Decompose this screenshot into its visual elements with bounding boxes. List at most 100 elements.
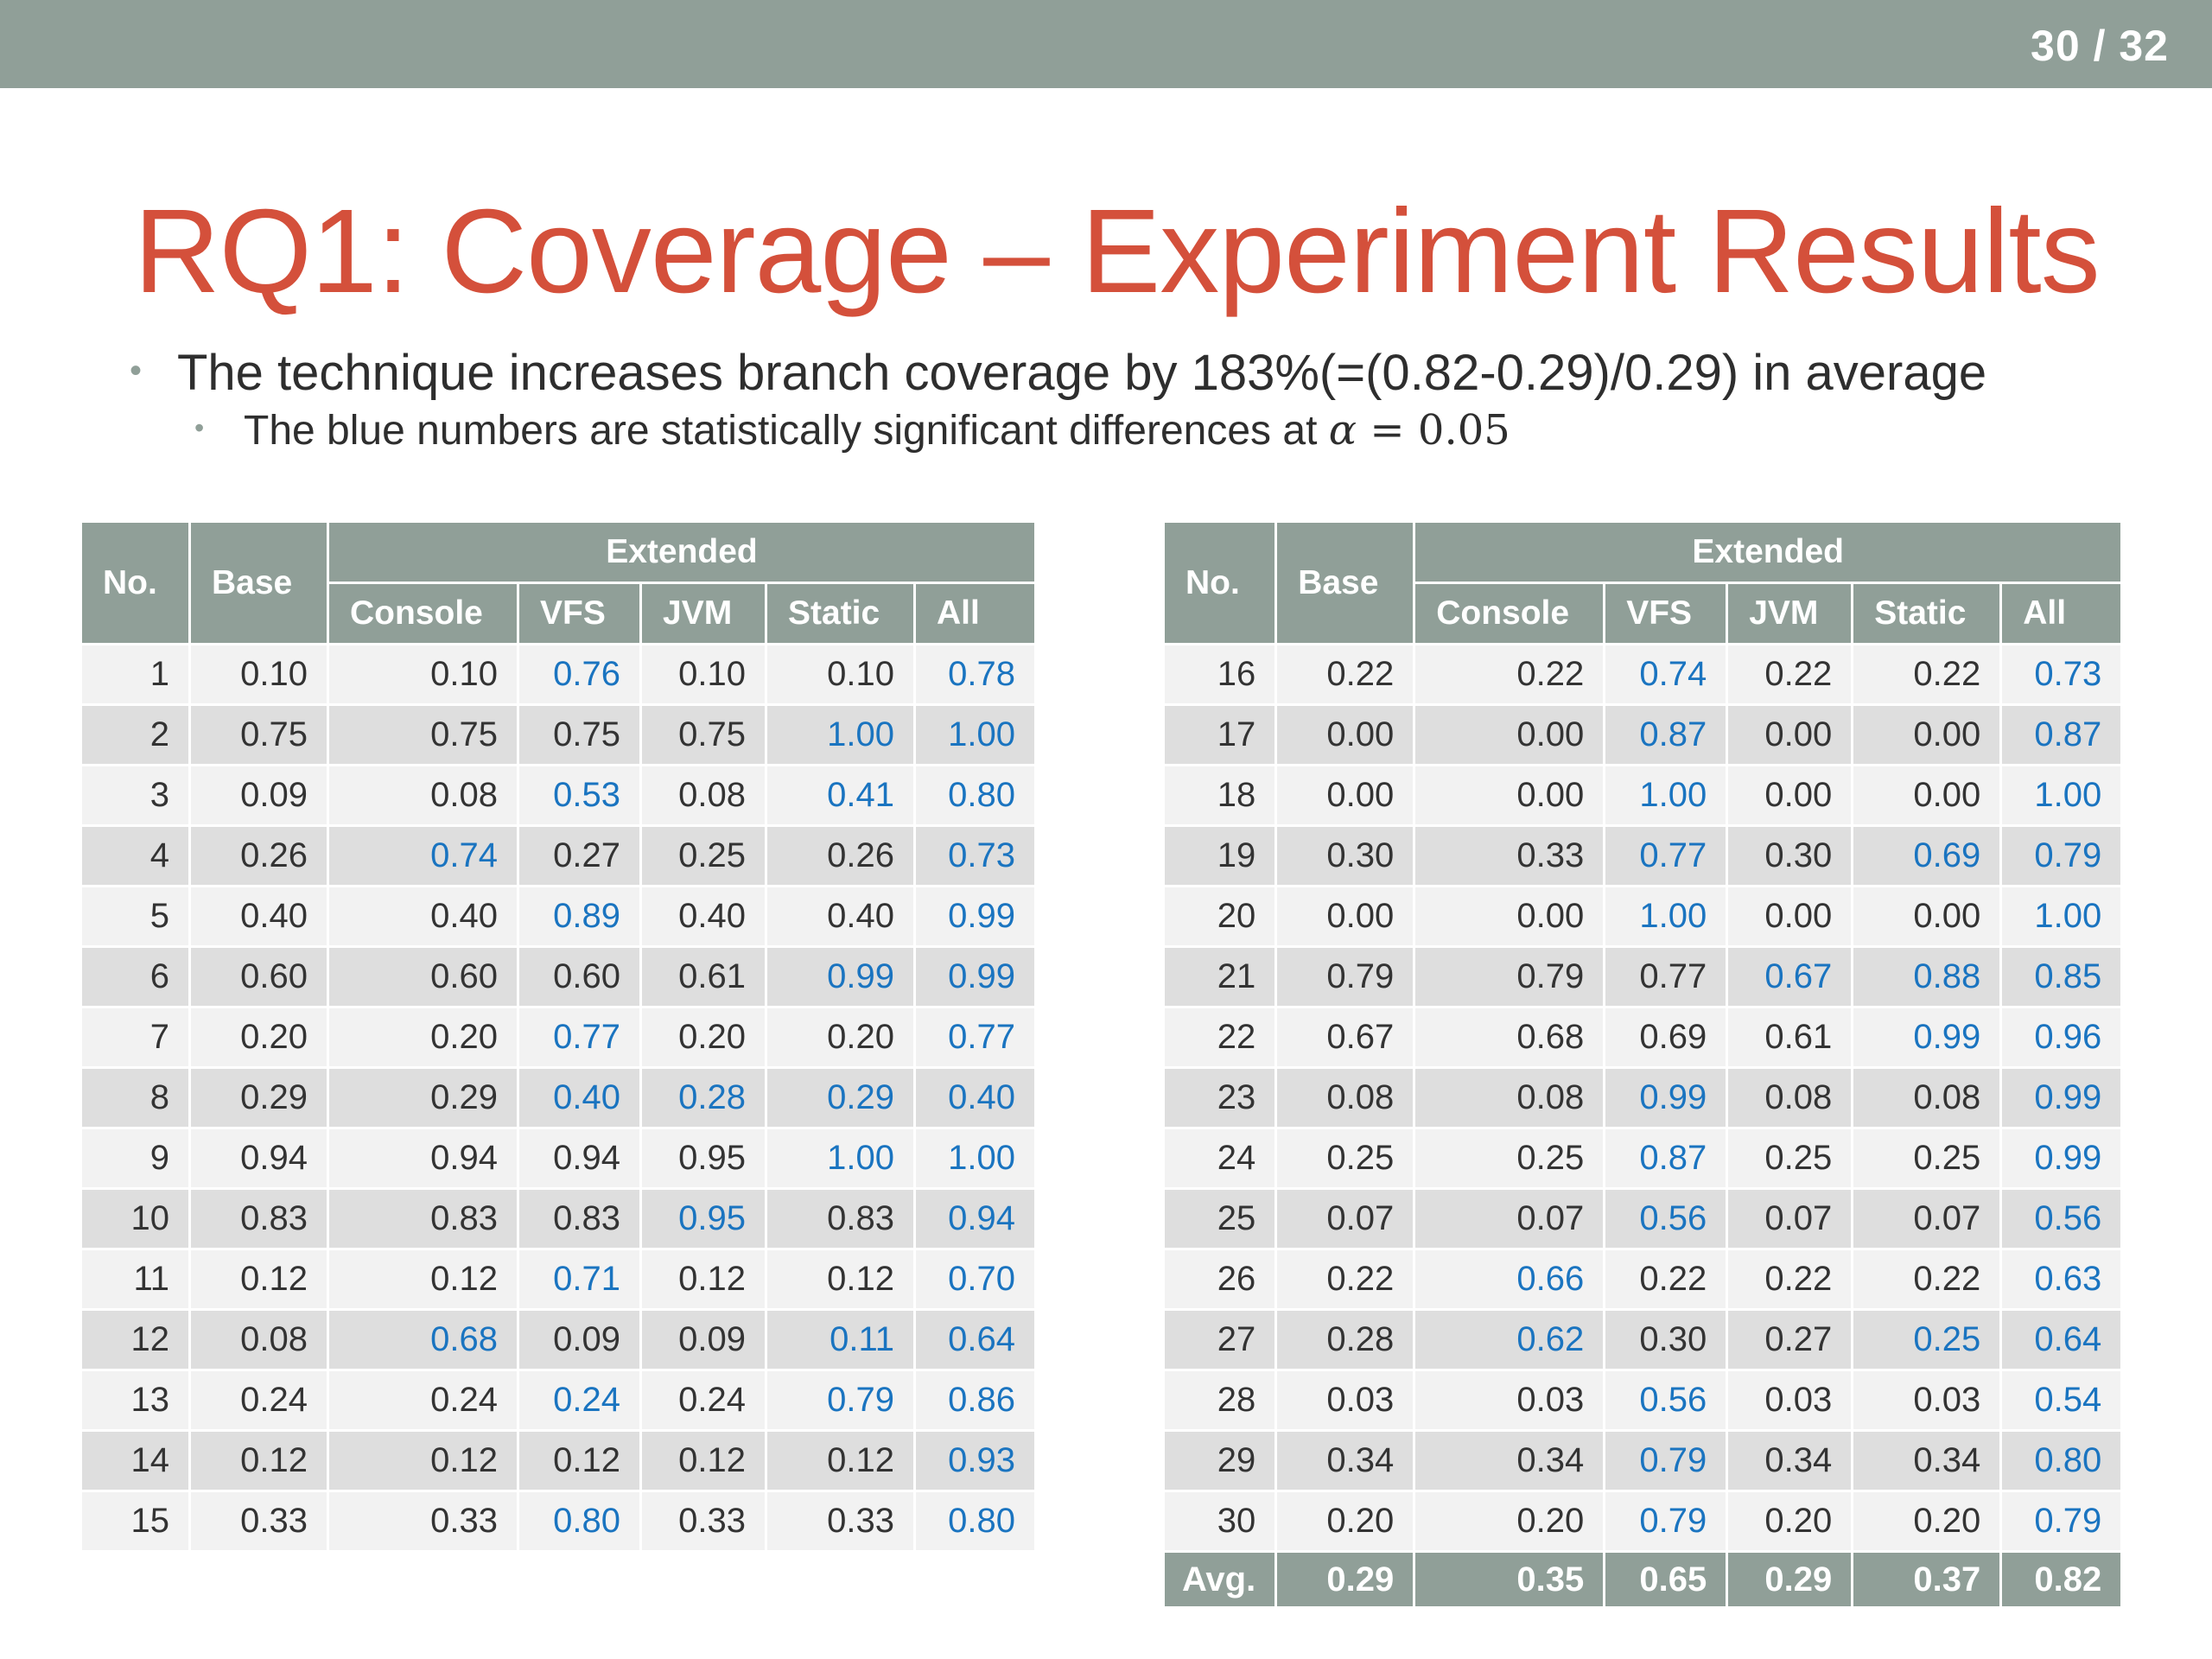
cell-console: 0.24: [327, 1369, 519, 1432]
col-header-static: Static: [765, 582, 916, 645]
cell-console: 0.66: [1413, 1248, 1606, 1311]
table-row: 8 0.29 0.29 0.40 0.28 0.29 0.40: [79, 1066, 1037, 1129]
table-row: 20 0.00 0.00 1.00 0.00 0.00 1.00: [1161, 885, 2124, 948]
cell-console: 0.94: [327, 1127, 519, 1190]
cell-vfs: 0.69: [1603, 1006, 1729, 1069]
cell-jvm: 0.10: [639, 643, 767, 706]
cell-no: 24: [1161, 1127, 1278, 1190]
cell-all: 0.78: [913, 643, 1037, 706]
cell-jvm: 0.24: [639, 1369, 767, 1432]
cell-vfs: 0.87: [1603, 703, 1729, 766]
cell-console: 0.12: [327, 1429, 519, 1492]
cell-all: 0.70: [913, 1248, 1037, 1311]
cell-all: 0.96: [1999, 1006, 2124, 1069]
table-row: 5 0.40 0.40 0.89 0.40 0.40 0.99: [79, 885, 1037, 948]
cell-no: 3: [79, 764, 191, 827]
cell-vfs: 0.24: [517, 1369, 642, 1432]
table-row: 23 0.08 0.08 0.99 0.08 0.08 0.99: [1161, 1066, 2124, 1129]
cell-all: 0.79: [1999, 824, 2124, 887]
avg-label: Avg.: [1161, 1550, 1278, 1609]
cell-vfs: 0.22: [1603, 1248, 1729, 1311]
cell-all: 0.80: [913, 1490, 1037, 1553]
cell-static: 0.12: [765, 1248, 916, 1311]
cell-all: 0.56: [1999, 1187, 2124, 1250]
cell-vfs: 0.12: [517, 1429, 642, 1492]
cell-base: 0.34: [1274, 1429, 1416, 1492]
table-row: 11 0.12 0.12 0.71 0.12 0.12 0.70: [79, 1248, 1037, 1311]
cell-vfs: 0.83: [517, 1187, 642, 1250]
cell-base: 0.22: [1274, 643, 1416, 706]
cell-no: 29: [1161, 1429, 1278, 1492]
cell-no: 2: [79, 703, 191, 766]
cell-vfs: 1.00: [1603, 885, 1729, 948]
cell-no: 5: [79, 885, 191, 948]
results-table-left: No. Base Extended Console VFS JVM Static…: [79, 520, 1037, 1553]
bullet-sub-text: The blue numbers are statistically signi…: [244, 408, 1318, 454]
cell-no: 15: [79, 1490, 191, 1553]
cell-static: 0.08: [1851, 1066, 2003, 1129]
cell-static: 0.83: [765, 1187, 916, 1250]
cell-base: 0.60: [188, 945, 329, 1008]
cell-vfs: 0.87: [1603, 1127, 1729, 1190]
cell-base: 0.10: [188, 643, 329, 706]
cell-all: 0.40: [913, 1066, 1037, 1129]
cell-all: 0.63: [1999, 1248, 2124, 1311]
cell-all: 0.77: [913, 1006, 1037, 1069]
cell-static: 0.20: [1851, 1490, 2003, 1553]
cell-vfs: 0.80: [517, 1490, 642, 1553]
table-row: 30 0.20 0.20 0.79 0.20 0.20 0.79: [1161, 1490, 2124, 1553]
cell-base: 0.24: [188, 1369, 329, 1432]
cell-jvm: 0.20: [1726, 1490, 1854, 1553]
table-row: 21 0.79 0.79 0.77 0.67 0.88 0.85: [1161, 945, 2124, 1008]
cell-base: 0.00: [1274, 885, 1416, 948]
cell-all: 1.00: [913, 1127, 1037, 1190]
bullet-dot-icon: •: [194, 411, 205, 443]
cell-vfs: 0.71: [517, 1248, 642, 1311]
cell-no: 22: [1161, 1006, 1278, 1069]
cell-static: 0.99: [765, 945, 916, 1008]
cell-static: 0.88: [1851, 945, 2003, 1008]
cell-static: 0.40: [765, 885, 916, 948]
cell-all: 0.73: [913, 824, 1037, 887]
table-row: 12 0.08 0.68 0.09 0.09 0.11 0.64: [79, 1308, 1037, 1371]
cell-jvm: 0.40: [639, 885, 767, 948]
cell-static: 0.22: [1851, 643, 2003, 706]
cell-console: 0.33: [1413, 824, 1606, 887]
cell-no: 1: [79, 643, 191, 706]
table-row: 18 0.00 0.00 1.00 0.00 0.00 1.00: [1161, 764, 2124, 827]
cell-vfs: 0.75: [517, 703, 642, 766]
cell-base: 0.67: [1274, 1006, 1416, 1069]
cell-vfs: 0.74: [1603, 643, 1729, 706]
results-table-right: No. Base Extended Console VFS JVM Static…: [1161, 520, 2124, 1609]
cell-no: 18: [1161, 764, 1278, 827]
cell-no: 28: [1161, 1369, 1278, 1432]
table-row: 3 0.09 0.08 0.53 0.08 0.41 0.80: [79, 764, 1037, 827]
table-body-left: 1 0.10 0.10 0.76 0.10 0.10 0.78 2 0.75 0.75 0.75 0.…: [79, 643, 1037, 1553]
col-header-jvm: JVM: [1726, 582, 1854, 645]
col-header-no: No.: [79, 520, 191, 645]
cell-base: 0.08: [188, 1308, 329, 1371]
cell-base: 0.83: [188, 1187, 329, 1250]
table-row: 25 0.07 0.07 0.56 0.07 0.07 0.56: [1161, 1187, 2124, 1250]
avg-vfs: 0.65: [1603, 1550, 1729, 1609]
cell-base: 0.25: [1274, 1127, 1416, 1190]
table-row: 29 0.34 0.34 0.79 0.34 0.34 0.80: [1161, 1429, 2124, 1492]
col-header-vfs: VFS: [517, 582, 642, 645]
cell-base: 0.29: [188, 1066, 329, 1129]
cell-vfs: 0.30: [1603, 1308, 1729, 1371]
alpha-equals: =: [1357, 406, 1418, 454]
cell-base: 0.40: [188, 885, 329, 948]
cell-all: 0.79: [1999, 1490, 2124, 1553]
cell-jvm: 0.20: [639, 1006, 767, 1069]
page-total: 32: [2119, 22, 2169, 70]
cell-base: 0.00: [1274, 764, 1416, 827]
bullet-sub: • The blue numbers are statistically sign…: [194, 406, 1510, 454]
cell-base: 0.20: [1274, 1490, 1416, 1553]
cell-no: 19: [1161, 824, 1278, 887]
cell-vfs: 0.89: [517, 885, 642, 948]
table-row: 22 0.67 0.68 0.69 0.61 0.99 0.96: [1161, 1006, 2124, 1069]
cell-base: 0.30: [1274, 824, 1416, 887]
page-number: 30 / 32: [2031, 21, 2169, 71]
cell-jvm: 0.33: [639, 1490, 767, 1553]
cell-vfs: 0.09: [517, 1308, 642, 1371]
